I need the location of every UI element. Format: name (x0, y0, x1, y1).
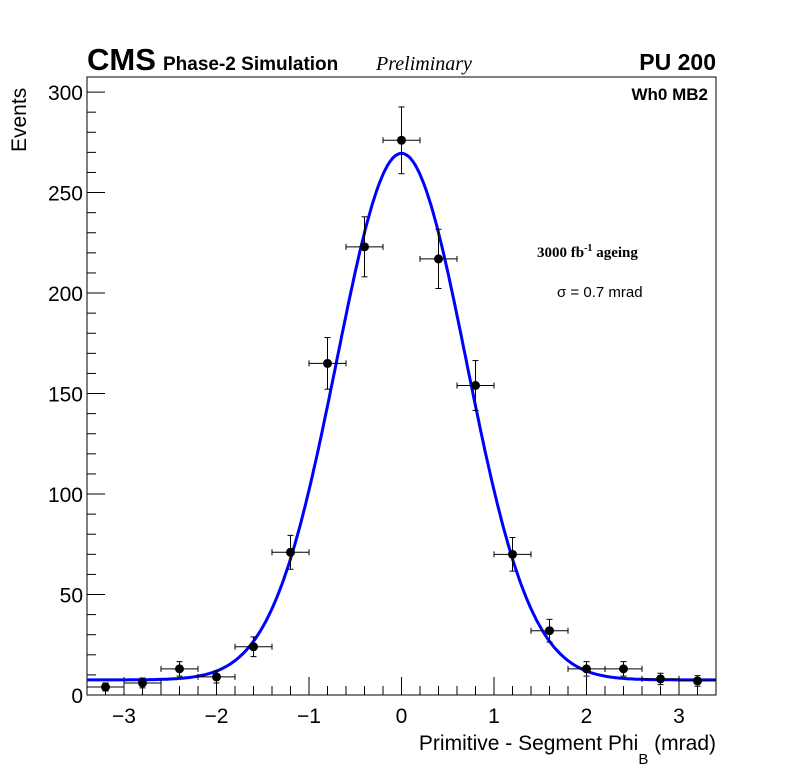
y-tick-label: 200 (48, 283, 83, 306)
data-point (86, 682, 125, 692)
data-point (345, 216, 384, 278)
x-tick-label: −2 (205, 705, 229, 728)
x-label-unit: (mrad) (648, 732, 716, 755)
point-marker (397, 135, 406, 145)
sigma-label: σ = 0.7 mrad (557, 284, 643, 301)
x-tick-label: −3 (112, 705, 136, 728)
x-tick-label: 0 (396, 705, 408, 728)
data-point (271, 534, 310, 570)
x-tick-label: −1 (297, 705, 321, 728)
y-tick-label: 50 (60, 585, 83, 608)
point-marker (175, 664, 184, 674)
point-marker (619, 664, 628, 674)
data-point (641, 672, 680, 686)
subtitle-label: Phase-2 Simulation (163, 54, 338, 75)
data-points (86, 106, 717, 692)
lumi-suffix: ageing (592, 245, 638, 261)
point-marker (138, 678, 147, 688)
point-marker (286, 547, 295, 557)
data-point (160, 661, 199, 677)
point-marker (471, 380, 480, 390)
x-label-main: Primitive - Segment Phi (419, 732, 638, 755)
point-marker (656, 674, 665, 684)
preliminary-label: Preliminary (375, 53, 472, 75)
point-marker (249, 642, 258, 652)
data-point (234, 636, 273, 658)
point-marker (323, 358, 332, 368)
data-point (197, 670, 236, 684)
point-marker (434, 254, 443, 264)
y-tick-label: 100 (48, 484, 83, 507)
data-point (604, 661, 643, 677)
pileup-label: PU 200 (639, 49, 716, 75)
point-marker (101, 682, 110, 692)
axis-tick-labels: −3 −2 −1 0 1 2 3 0 50 100 150 200 250 300 (48, 82, 685, 728)
data-point (419, 228, 458, 289)
point-marker (508, 549, 517, 559)
cms-label: CMS (87, 42, 156, 77)
data-point (308, 337, 347, 390)
y-tick-label: 300 (48, 82, 83, 105)
x-tick-label: 2 (581, 705, 593, 728)
data-point (382, 106, 421, 175)
data-point (123, 677, 162, 689)
point-marker (582, 664, 591, 674)
x-tick-label: 1 (488, 705, 500, 728)
axis-ticks (87, 91, 698, 696)
data-point (678, 675, 717, 687)
lumi-exponent: -1 (584, 243, 592, 254)
point-marker (212, 672, 221, 682)
data-point (530, 618, 569, 643)
x-label-subscript: B (638, 751, 648, 768)
fit-curve (87, 151, 716, 682)
lumi-main: 3000 fb (537, 245, 584, 261)
data-point (456, 360, 495, 411)
chart-header: CMS Phase-2 Simulation Preliminary PU 20… (87, 42, 716, 77)
y-tick-label: 250 (48, 183, 83, 206)
point-marker (693, 676, 702, 686)
data-point (493, 537, 532, 572)
point-marker (545, 626, 554, 636)
y-tick-label: 0 (71, 685, 83, 708)
y-tick-label: 150 (48, 384, 83, 407)
x-axis-label: Primitive - Segment PhiB (mrad) (419, 732, 716, 768)
chamber-label: Wh0 MB2 (632, 85, 709, 104)
y-axis-label: Events (8, 88, 31, 152)
lumi-label: 3000 fb-1 ageing (537, 243, 638, 261)
x-tick-label: 3 (673, 705, 685, 728)
point-marker (360, 242, 369, 252)
